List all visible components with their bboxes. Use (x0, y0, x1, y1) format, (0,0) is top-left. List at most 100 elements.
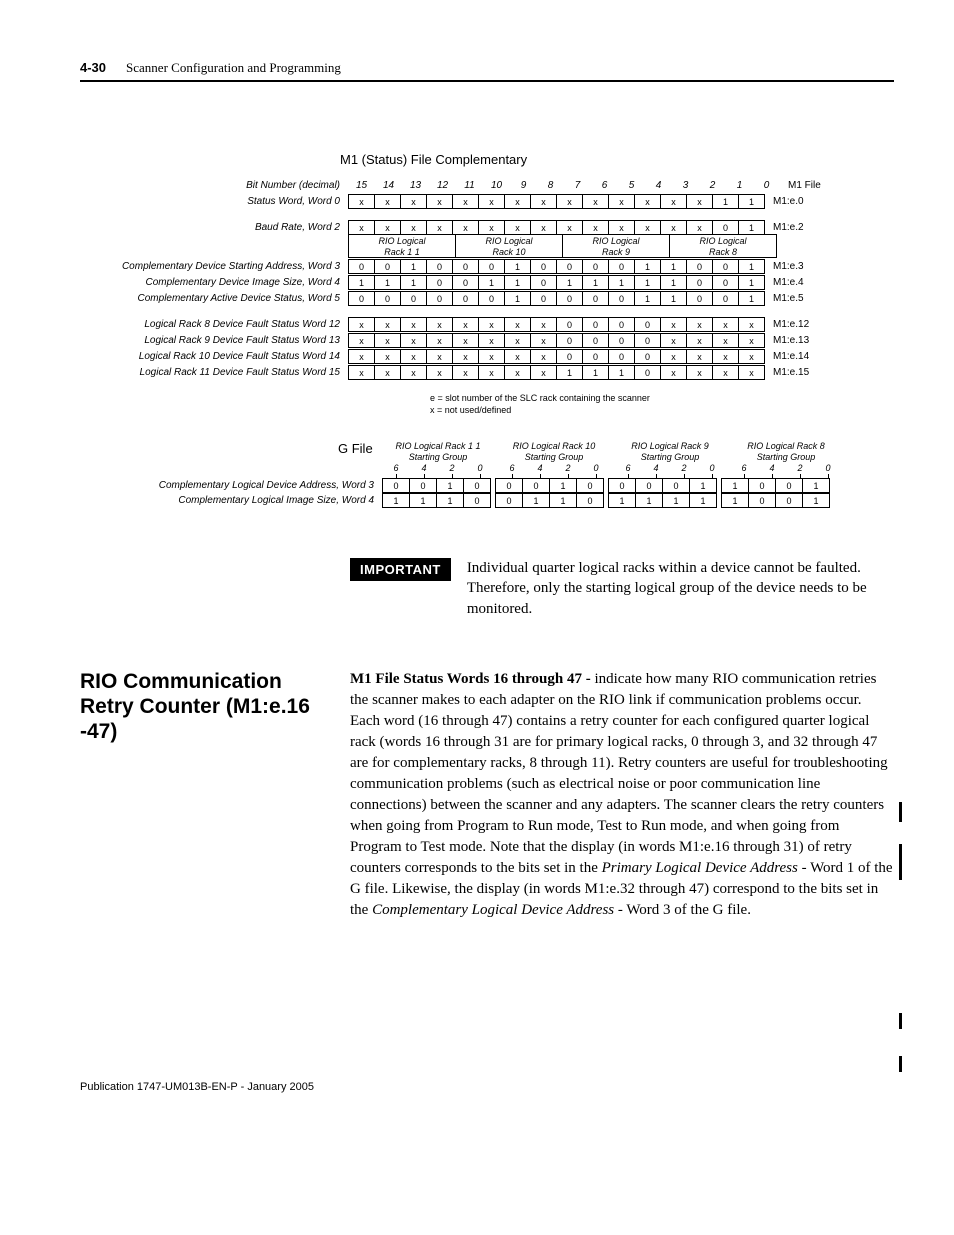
gfile-cell: 0 (608, 478, 636, 493)
bit-cell: x (426, 220, 453, 235)
bit-cell: 0 (608, 291, 635, 306)
bit-cell: 0 (426, 259, 453, 274)
gfile-tick-num: 4 (758, 463, 786, 478)
bit-cell: 1 (608, 275, 635, 290)
bit-cell: 0 (634, 333, 661, 348)
bit-cell: 0 (686, 259, 713, 274)
bit-cell: x (712, 365, 739, 380)
bit-cell: x (686, 220, 713, 235)
bit-cell: x (738, 333, 765, 348)
m1-file-label: M1 File (780, 180, 848, 191)
gfile-row-label: Complementary Logical Device Address, Wo… (80, 480, 382, 491)
bit-cell: x (634, 194, 661, 209)
bit-cell: x (426, 333, 453, 348)
bit-header: 11 (456, 180, 483, 191)
m1-ref: M1:e.3 (765, 261, 833, 272)
gfile-cell: 1 (662, 493, 690, 508)
bit-header: 5 (618, 180, 645, 191)
bit-cell: 0 (712, 220, 739, 235)
bit-cell: 0 (478, 291, 505, 306)
gfile-cell: 1 (689, 478, 717, 493)
bit-cell: x (478, 194, 505, 209)
bit-cell: 0 (530, 291, 557, 306)
m1-ref: M1:e.5 (765, 293, 833, 304)
bit-cell: 0 (400, 291, 427, 306)
m1-ref: M1:e.4 (765, 277, 833, 288)
section-heading: RIO Communication Retry Counter (M1:e.16… (80, 669, 320, 921)
bit-cell: 0 (426, 275, 453, 290)
m1-ref: M1:e.14 (765, 351, 833, 362)
bit-cell: 1 (738, 291, 765, 306)
bit-cell: 0 (374, 291, 401, 306)
gfile-cell: 0 (382, 478, 410, 493)
gfile-tick-num: 2 (438, 463, 466, 478)
gfile-cell: 0 (495, 493, 523, 508)
gfile-row-label: Complementary Logical Image Size, Word 4 (80, 495, 382, 506)
row-label: Complementary Device Starting Address, W… (80, 261, 348, 272)
bit-cell: x (582, 220, 609, 235)
bit-cell: x (530, 220, 557, 235)
bit-cell: 0 (712, 275, 739, 290)
bit-cell: x (530, 194, 557, 209)
bit-cell: x (452, 220, 479, 235)
bit-cell: x (712, 349, 739, 364)
bit-cell: 0 (478, 259, 505, 274)
bit-cell: 0 (686, 275, 713, 290)
rack-span: RIO LogicalRack 1 1 (348, 234, 456, 258)
bit-cell: 0 (582, 349, 609, 364)
bit-cell: 0 (634, 349, 661, 364)
bit-header: 3 (672, 180, 699, 191)
bit-cell: x (452, 365, 479, 380)
bit-cell: x (660, 194, 687, 209)
bit-cell: 0 (556, 333, 583, 348)
gfile-cell: 0 (775, 478, 803, 493)
rack-span: RIO LogicalRack 9 (562, 234, 670, 258)
m1-ref: M1:e.13 (765, 335, 833, 346)
bit-cell: x (452, 317, 479, 332)
gfile-tick-num: 6 (498, 463, 526, 478)
bit-cell: 1 (400, 275, 427, 290)
bit-cell: x (686, 194, 713, 209)
gfile-tick-num: 0 (814, 463, 842, 478)
bit-cell: x (530, 317, 557, 332)
change-bar (899, 802, 902, 822)
bit-cell: x (426, 194, 453, 209)
bit-cell: x (686, 333, 713, 348)
gfile-rack-header: RIO Logical Rack 1 1Starting Group (382, 441, 494, 463)
bit-cell: x (426, 365, 453, 380)
bit-cell: x (504, 194, 531, 209)
bit-cell: 0 (452, 259, 479, 274)
gfile-cell: 0 (635, 478, 663, 493)
gfile-tick-num: 2 (554, 463, 582, 478)
gfile-cell: 0 (463, 478, 491, 493)
page-header: 4-30 Scanner Configuration and Programmi… (80, 60, 894, 76)
gfile-cell: 0 (748, 493, 776, 508)
gfile-cell: 1 (409, 493, 437, 508)
gfile-tick-num: 4 (410, 463, 438, 478)
gfile-tick-num: 0 (466, 463, 494, 478)
important-tag: IMPORTANT (350, 558, 451, 581)
bit-cell: x (400, 333, 427, 348)
gfile-tick-num: 0 (698, 463, 726, 478)
row-label: Logical Rack 9 Device Fault Status Word … (80, 335, 348, 346)
bit-cell: x (374, 194, 401, 209)
gfile-cell: 1 (689, 493, 717, 508)
bit-header: 2 (699, 180, 726, 191)
gfile-title: G File (338, 441, 373, 456)
bit-cell: 0 (582, 291, 609, 306)
m1-ref: M1:e.2 (765, 222, 833, 233)
bit-cell: 0 (608, 317, 635, 332)
bit-cell: 0 (686, 291, 713, 306)
gfile-tick-num: 6 (730, 463, 758, 478)
gfile-tick-num: 0 (582, 463, 610, 478)
gfile-cell: 0 (409, 478, 437, 493)
gfile-tick-num: 4 (526, 463, 554, 478)
bit-cell: x (400, 349, 427, 364)
bit-cell: 0 (348, 291, 375, 306)
bit-cell: 1 (478, 275, 505, 290)
change-bar (899, 844, 902, 880)
bit-cell: 1 (634, 275, 661, 290)
bit-cell: x (348, 317, 375, 332)
bit-cell: 1 (504, 259, 531, 274)
bit-cell: 0 (634, 317, 661, 332)
